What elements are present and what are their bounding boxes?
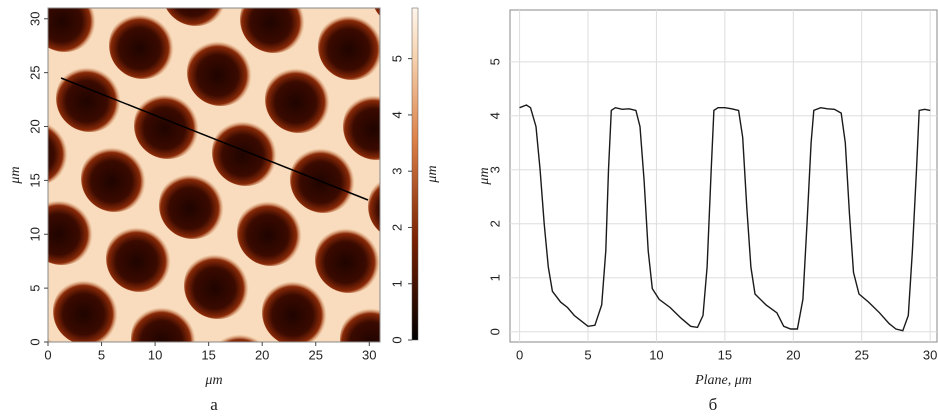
- profile-line: [60, 77, 369, 201]
- y-tick-label: 30: [27, 12, 42, 26]
- colorbar-label: μm: [425, 165, 440, 183]
- colorbar: [411, 7, 419, 341]
- hole: [48, 333, 60, 342]
- colorbar-tick-label: 4: [389, 111, 404, 118]
- y-tick-label: 0: [27, 338, 42, 345]
- colorbar-tick-label: 5: [389, 55, 404, 62]
- x-axis-label: Plane, μm: [694, 373, 752, 388]
- hole: [343, 92, 380, 160]
- y-tick-label: 1: [487, 274, 502, 281]
- x-tick-label: 20: [255, 347, 269, 362]
- y-tick-label: 5: [27, 285, 42, 292]
- hole: [240, 8, 308, 53]
- hole: [340, 305, 380, 342]
- holes: [0, 8, 380, 342]
- hole: [134, 91, 202, 159]
- y-tick-label: 20: [27, 119, 42, 133]
- hole: [159, 171, 227, 239]
- y-tick-label: 15: [27, 173, 42, 187]
- hole: [53, 277, 121, 342]
- colorbar-tick-label: 2: [389, 224, 404, 231]
- x-tick-label: 5: [98, 347, 105, 362]
- y-tick-label: 0: [487, 328, 502, 335]
- y-tick-label: 3: [487, 166, 502, 173]
- y-tick-label: 10: [27, 227, 42, 241]
- hole: [315, 225, 380, 293]
- hole: [187, 38, 255, 106]
- hole: [262, 278, 330, 342]
- hole: [109, 11, 177, 79]
- map-frame: [47, 7, 381, 343]
- y-tick-label: 2: [487, 220, 502, 227]
- caption: а: [210, 395, 218, 414]
- hole: [374, 8, 380, 17]
- hole: [290, 145, 358, 213]
- x-tick-label: 0: [516, 347, 523, 362]
- x-tick-label: 30: [362, 347, 376, 362]
- hole: [48, 118, 71, 184]
- hole: [131, 304, 199, 342]
- hole: [184, 251, 252, 319]
- x-tick-label: 15: [718, 347, 732, 362]
- hole: [48, 8, 99, 52]
- hole: [237, 198, 305, 266]
- y-tick-label: 4: [487, 112, 502, 119]
- x-tick-label: 30: [923, 347, 937, 362]
- hole: [48, 197, 96, 265]
- hole: [56, 64, 124, 132]
- height-map: [0, 8, 380, 342]
- y-tick-label: 25: [27, 65, 42, 79]
- x-tick-label: 10: [148, 347, 162, 362]
- hole: [166, 8, 226, 26]
- x-tick-label: 10: [649, 347, 663, 362]
- colorbar-tick-label: 0: [389, 336, 404, 343]
- colorbar-tick-label: 3: [389, 168, 404, 175]
- hole: [265, 65, 333, 133]
- hole: [106, 224, 174, 292]
- colorbar-tick-label: 1: [389, 280, 404, 287]
- x-tick-label: 25: [309, 347, 323, 362]
- hole: [81, 144, 149, 212]
- caption: б: [709, 395, 718, 414]
- y-axis-label: μm: [477, 167, 492, 185]
- x-axis-label: μm: [204, 373, 222, 388]
- plot-frame: [509, 9, 938, 343]
- x-tick-label: 25: [854, 347, 868, 362]
- x-tick-label: 15: [201, 347, 215, 362]
- hole: [318, 12, 380, 80]
- hole: [368, 180, 380, 232]
- x-tick-label: 20: [786, 347, 800, 362]
- x-tick-label: 5: [584, 347, 591, 362]
- y-tick-label: 5: [487, 58, 502, 65]
- x-tick-label: 0: [44, 347, 51, 362]
- hole: [217, 331, 269, 342]
- hole: [0, 250, 43, 318]
- y-axis-label: μm: [8, 166, 23, 184]
- profile-line: [519, 104, 931, 332]
